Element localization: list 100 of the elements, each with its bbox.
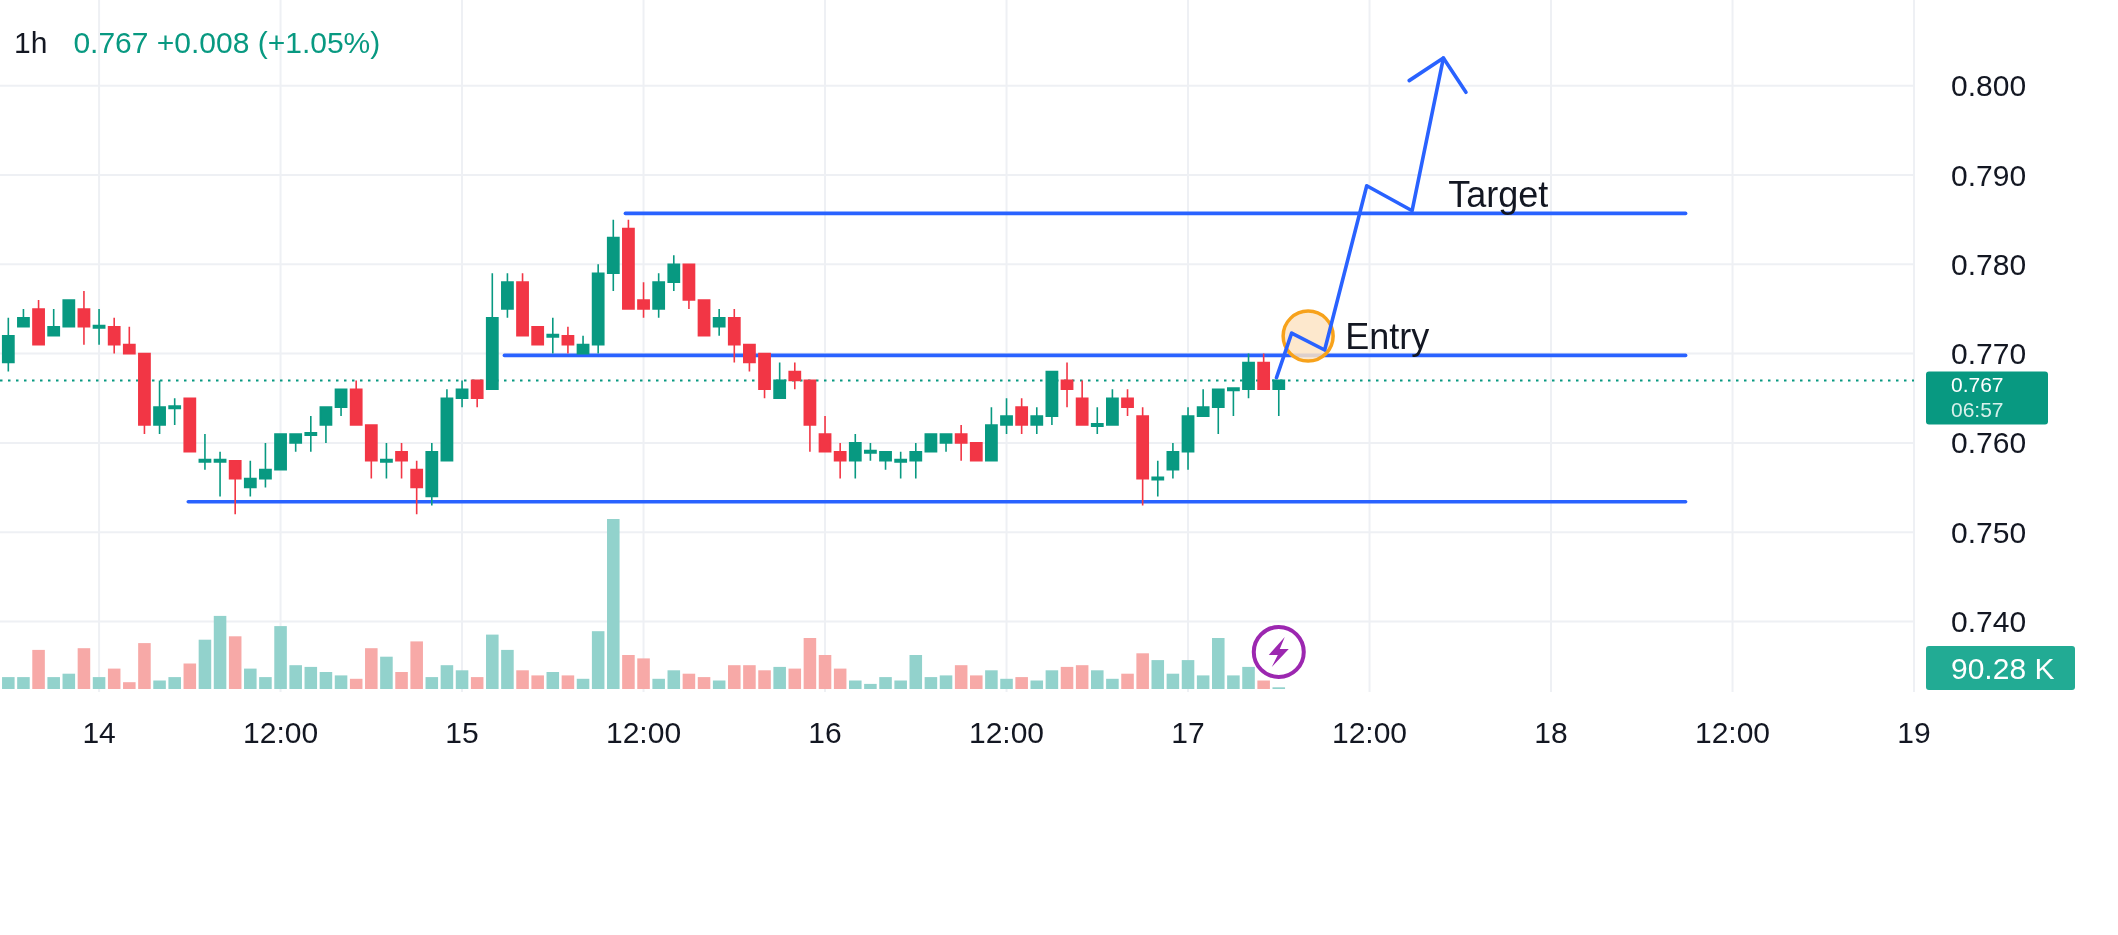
candlestick [1181,406,1195,471]
y-tick-label: 0.780 [1951,247,2027,281]
bar [410,641,423,689]
candlestick [788,361,802,391]
bar [380,656,393,689]
bar [864,683,877,689]
x-tick-label: 12:00 [968,715,1045,749]
y-tick-label: 0.760 [1951,426,2027,460]
y-tick-label: 0.750 [1951,515,2027,549]
candlestick [17,308,30,328]
candlestick [440,388,454,462]
bar [697,677,711,689]
bar [289,665,302,689]
bar [274,626,287,689]
candlestick [183,397,197,453]
bar [183,663,197,689]
bar [304,666,318,689]
bar [758,670,771,689]
bar [365,648,378,689]
candlestick [62,299,76,328]
candlestick [652,272,666,319]
candlestick [289,433,303,453]
bar [1212,638,1225,689]
bar [213,615,227,689]
candlestick [743,343,756,373]
bar [228,636,242,689]
candlestick [606,218,620,292]
bar [440,665,454,689]
y-tick-label: 0.790 [1951,158,2027,192]
candlestick [168,397,182,426]
bar [1075,665,1089,689]
bar [395,672,408,689]
bar [486,634,499,689]
bar [259,677,272,689]
bar [894,680,907,689]
bar [788,668,802,689]
candlestick [954,424,968,462]
bar [622,655,635,689]
candlestick [516,272,529,337]
bar [77,648,91,689]
bar [107,668,121,689]
bar [1242,666,1255,689]
x-tick-label: 15 [445,715,479,749]
candlestick [848,433,862,480]
annotation: Entry [1345,316,1430,358]
bar [319,672,333,689]
bar [1181,660,1195,689]
candlestick [380,442,393,480]
candlestick [591,263,605,355]
bar [425,677,439,689]
bar [1121,673,1134,689]
candlestick [259,442,272,489]
x-tick-label: 12:00 [243,715,319,749]
bar [32,649,45,689]
candlestick [122,326,136,355]
bar [17,677,30,689]
bar [1257,680,1270,689]
candlestick [546,317,560,355]
candlestick [1,317,15,373]
candlestick [364,424,378,480]
candlestick [924,433,938,453]
annotation: Target [1448,174,1549,216]
bar [153,680,166,689]
text: 06:57 [1951,397,2004,421]
bar [1166,673,1180,689]
candlestick [1151,459,1165,498]
candlestick [1000,397,1013,435]
bar [501,649,514,689]
candlestick [1257,352,1271,391]
bar [985,670,998,689]
candlestick [1060,361,1074,408]
bar [244,668,257,689]
candlestick [531,326,545,346]
candlestick [939,433,953,453]
bar [546,672,560,689]
candlestick [833,442,847,480]
candlestick [319,406,333,444]
bar [682,673,696,689]
bar [2,677,15,689]
y-tick-label: 0.770 [1951,337,2027,371]
bar [576,678,590,689]
candlestick [47,308,61,337]
bar [561,675,575,689]
bar [138,643,151,689]
x-tick-label: 12:00 [1694,715,1771,749]
candlestick [470,379,484,408]
bar [879,677,892,689]
x-tick-label: 16 [808,715,842,749]
bar [1196,675,1210,689]
bar [123,682,136,689]
candlestick [138,352,151,435]
bar [818,655,832,689]
candlestick [274,433,287,471]
bar [516,670,529,689]
x-tick-label: 19 [1897,715,1931,749]
candlestick [576,334,590,355]
bar [1030,680,1044,689]
candlestick [622,218,635,310]
candlestick [1090,406,1104,435]
candlestick [727,308,741,364]
